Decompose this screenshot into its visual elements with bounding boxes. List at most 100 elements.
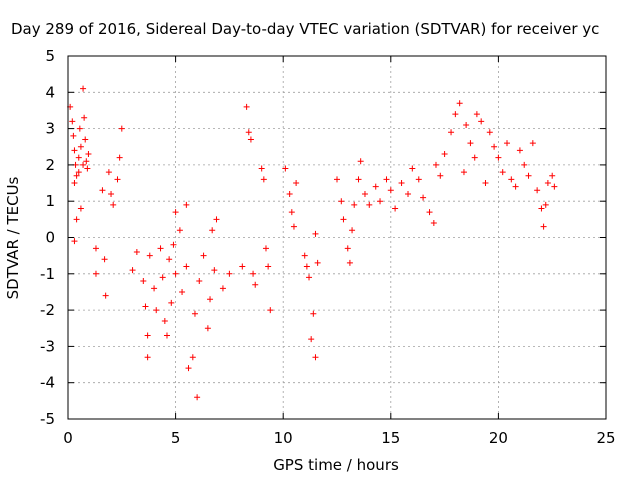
data-point xyxy=(92,245,99,252)
data-point xyxy=(312,354,319,361)
data-point xyxy=(312,230,319,237)
data-point xyxy=(452,111,459,118)
x-tick-label: 10 xyxy=(274,429,293,447)
data-point xyxy=(293,180,300,187)
data-point xyxy=(303,263,310,270)
data-points xyxy=(67,85,558,401)
data-point xyxy=(75,169,82,176)
data-point xyxy=(486,129,493,136)
data-point xyxy=(105,169,112,176)
data-point xyxy=(84,165,91,172)
data-point xyxy=(351,201,358,208)
x-tick-label: 15 xyxy=(381,429,400,447)
data-point xyxy=(437,172,444,179)
data-point xyxy=(340,216,347,223)
data-point xyxy=(71,147,78,154)
data-point xyxy=(80,161,87,168)
data-point xyxy=(346,259,353,266)
data-point xyxy=(383,176,390,183)
data-point xyxy=(73,172,80,179)
data-point xyxy=(405,190,412,197)
x-tick-label: 5 xyxy=(171,429,181,447)
y-tick-label: -1 xyxy=(40,265,55,283)
data-point xyxy=(245,129,252,136)
data-point xyxy=(172,270,179,277)
y-tick-label: 5 xyxy=(45,47,55,65)
data-point xyxy=(77,143,84,150)
y-axis-label: SDTVAR / TECUs xyxy=(4,176,22,299)
y-tick-label: 0 xyxy=(45,229,55,247)
data-point xyxy=(542,201,549,208)
data-point xyxy=(471,154,478,161)
data-point xyxy=(415,176,422,183)
data-point xyxy=(80,85,87,92)
data-point xyxy=(361,190,368,197)
data-point xyxy=(441,151,448,158)
data-point xyxy=(183,201,190,208)
data-point xyxy=(75,154,82,161)
data-point xyxy=(355,176,362,183)
y-tick-label: -2 xyxy=(40,301,55,319)
x-axis-label: GPS time / hours xyxy=(273,456,399,474)
data-point xyxy=(544,180,551,187)
data-point xyxy=(189,354,196,361)
data-point xyxy=(71,238,78,245)
data-point xyxy=(344,245,351,252)
grid-lines xyxy=(68,56,606,419)
data-point xyxy=(179,288,186,295)
data-point xyxy=(243,103,250,110)
data-point xyxy=(301,252,308,259)
data-point xyxy=(159,274,166,281)
data-point xyxy=(265,263,272,270)
data-point xyxy=(252,281,259,288)
data-point xyxy=(463,121,470,128)
data-point xyxy=(504,140,511,147)
data-point xyxy=(239,263,246,270)
data-point xyxy=(495,154,502,161)
data-point xyxy=(163,332,170,339)
data-point xyxy=(392,205,399,212)
data-point xyxy=(314,259,321,266)
data-point xyxy=(73,216,80,223)
data-point xyxy=(140,278,147,285)
data-point xyxy=(538,205,545,212)
data-point xyxy=(430,219,437,226)
data-point xyxy=(129,267,136,274)
data-point xyxy=(288,209,295,216)
data-point xyxy=(432,161,439,168)
data-point xyxy=(114,176,121,183)
axis-ticks: 0 5 10 15 20 25 -5 -4 -3 -2 -1 0 1 2 3 4 5 xyxy=(40,47,616,447)
data-point xyxy=(282,165,289,172)
data-point xyxy=(133,249,140,256)
data-point xyxy=(286,190,293,197)
data-point xyxy=(377,198,384,205)
data-point xyxy=(529,140,536,147)
data-point xyxy=(81,114,88,121)
data-point xyxy=(142,303,149,310)
data-point xyxy=(170,241,177,248)
data-point xyxy=(456,100,463,107)
data-point xyxy=(409,165,416,172)
data-point xyxy=(146,252,153,259)
data-point xyxy=(448,129,455,136)
data-point xyxy=(334,176,340,183)
data-point xyxy=(549,172,556,179)
data-point xyxy=(250,270,257,277)
data-point xyxy=(118,125,125,132)
data-point xyxy=(460,169,467,176)
data-point xyxy=(153,307,160,314)
data-point xyxy=(207,296,214,303)
data-point xyxy=(196,278,203,285)
y-tick-label: -5 xyxy=(40,410,55,428)
data-point xyxy=(200,252,207,259)
x-tick-label: 20 xyxy=(489,429,508,447)
data-point xyxy=(116,154,123,161)
data-point xyxy=(516,147,523,154)
data-point xyxy=(308,336,315,343)
y-tick-label: 4 xyxy=(45,83,55,101)
data-point xyxy=(366,201,373,208)
data-point xyxy=(185,365,192,372)
data-point xyxy=(262,245,269,252)
data-point xyxy=(290,223,297,230)
data-point xyxy=(83,158,90,165)
